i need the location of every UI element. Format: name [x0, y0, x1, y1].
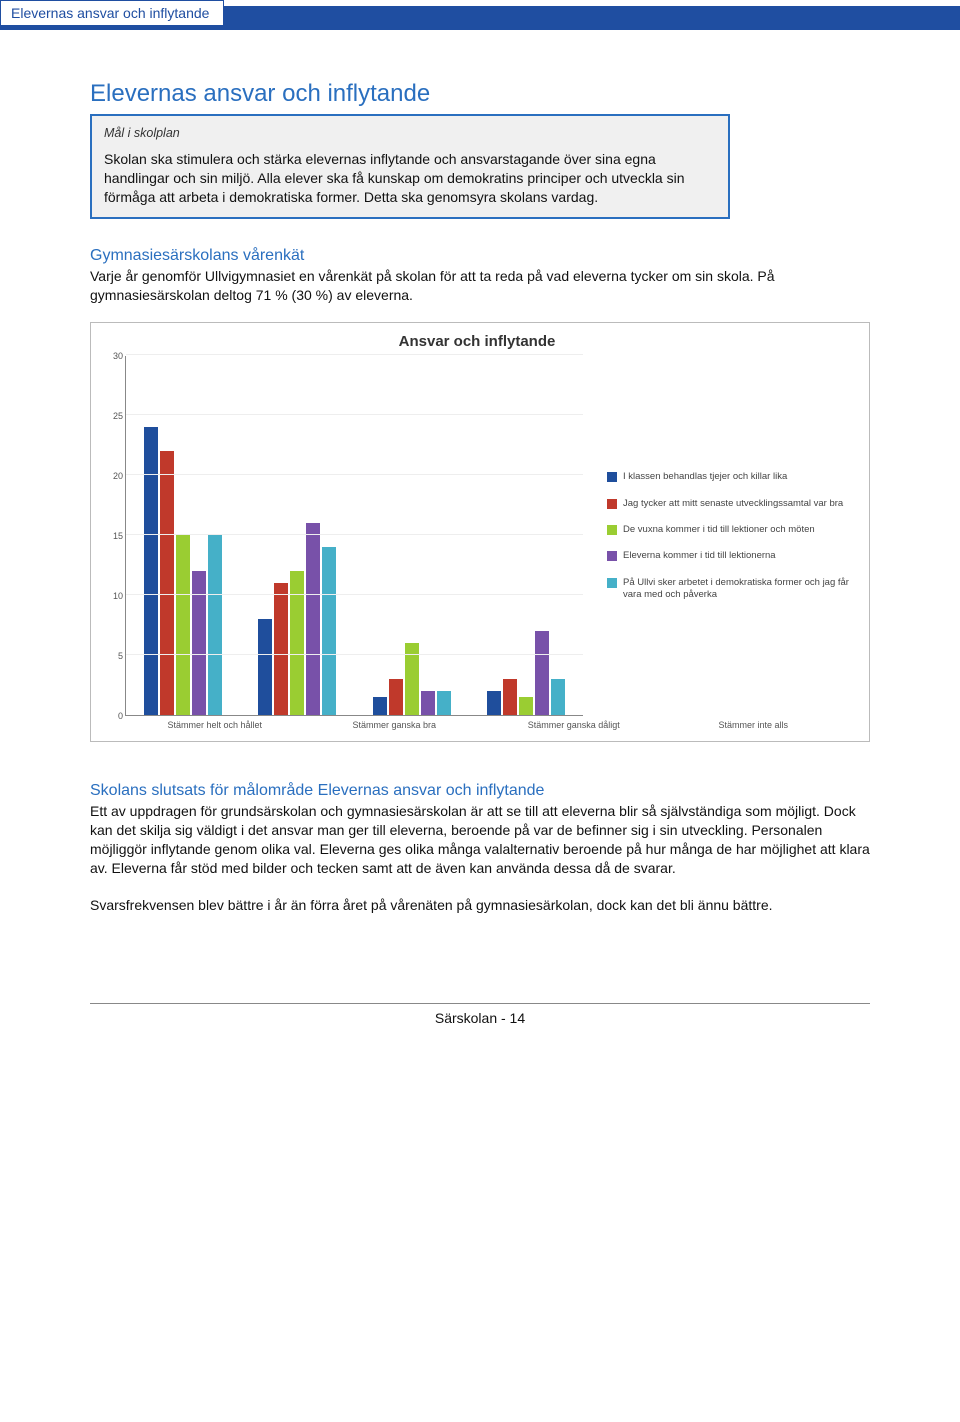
y-tick: 15	[113, 531, 123, 541]
legend-item: De vuxna kommer i tid till lektioner och…	[607, 524, 853, 536]
conclusion-heading: Skolans slutsats för målområde Elevernas…	[90, 782, 870, 800]
chart-x-labels: Stämmer helt och hålletStämmer ganska br…	[125, 716, 843, 730]
bar	[258, 619, 272, 715]
y-tick: 20	[113, 471, 123, 481]
bar	[487, 691, 501, 715]
page-footer: Särskolan - 14	[90, 1003, 870, 1046]
bar	[290, 571, 304, 715]
legend-swatch	[607, 525, 617, 535]
gridline	[126, 414, 583, 415]
chart-y-axis: 051015202530	[101, 356, 125, 716]
legend-label: Eleverna kommer i tid till lektionerna	[623, 550, 776, 562]
bar	[208, 535, 222, 715]
x-label: Stämmer ganska bra	[305, 716, 485, 730]
goal-box: Mål i skolplan Skolan ska stimulera och …	[90, 114, 730, 219]
chart-legend: I klassen behandlas tjejer och killar li…	[593, 356, 853, 716]
bar	[306, 523, 320, 715]
bar	[322, 547, 336, 715]
gridline	[126, 354, 583, 355]
legend-swatch	[607, 551, 617, 561]
x-label: Stämmer inte alls	[664, 716, 844, 730]
bar	[144, 427, 158, 715]
legend-swatch	[607, 499, 617, 509]
legend-item: På Ullvi sker arbetet i demokratiska for…	[607, 577, 853, 602]
bar-group	[240, 356, 354, 715]
bar	[503, 679, 517, 715]
legend-label: I klassen behandlas tjejer och killar li…	[623, 471, 787, 483]
conclusion-p1: Ett av uppdragen för grundsärskolan och …	[90, 802, 870, 878]
goal-box-label: Mål i skolplan	[104, 126, 716, 140]
chart-container: Ansvar och inflytande 0 5 10 15 20 25 30 I kla…	[90, 322, 870, 742]
x-label: Stämmer ganska dåligt	[484, 716, 664, 730]
gridline	[126, 594, 583, 595]
bar-group	[469, 356, 583, 715]
bar	[421, 691, 435, 715]
bar	[176, 535, 190, 715]
chart-title: Ansvar och inflytande	[101, 333, 853, 350]
legend-label: De vuxna kommer i tid till lektioner och…	[623, 524, 815, 536]
goal-box-text: Skolan ska stimulera och stärka eleverna…	[104, 150, 716, 207]
y-tick: 25	[113, 411, 123, 421]
legend-swatch	[607, 578, 617, 588]
legend-label: Jag tycker att mitt senaste utvecklingss…	[623, 498, 843, 510]
page-body: Elevernas ansvar och inflytande Mål i sk…	[0, 30, 960, 973]
y-tick: 30	[113, 351, 123, 361]
gridline	[126, 534, 583, 535]
bar	[535, 631, 549, 715]
bar	[192, 571, 206, 715]
legend-swatch	[607, 472, 617, 482]
gridline	[126, 654, 583, 655]
bar	[274, 583, 288, 715]
legend-label: På Ullvi sker arbetet i demokratiska for…	[623, 577, 853, 602]
conclusion-p2: Svarsfrekvensen blev bättre i år än förr…	[90, 896, 870, 915]
bar	[551, 679, 565, 715]
survey-text: Varje år genomför Ullvigymnasiet en våre…	[90, 267, 870, 305]
bar	[160, 451, 174, 715]
survey-heading: Gymnasiesärskolans vårenkät	[90, 247, 870, 265]
chart-plot	[125, 356, 583, 716]
y-tick: 5	[118, 651, 123, 661]
x-label: Stämmer helt och hållet	[125, 716, 305, 730]
y-tick: 10	[113, 591, 123, 601]
y-tick: 0	[118, 711, 123, 721]
bar	[373, 697, 387, 715]
header-tab: Elevernas ansvar och inflytande	[0, 0, 224, 25]
legend-item: I klassen behandlas tjejer och killar li…	[607, 471, 853, 483]
header-banner: Elevernas ansvar och inflytande	[0, 6, 960, 30]
bar-group	[126, 356, 240, 715]
legend-item: Eleverna kommer i tid till lektionerna	[607, 550, 853, 562]
bar-group	[355, 356, 469, 715]
section-title: Elevernas ansvar och inflytande	[90, 80, 870, 108]
bar	[519, 697, 533, 715]
bar	[389, 679, 403, 715]
legend-item: Jag tycker att mitt senaste utvecklingss…	[607, 498, 853, 510]
gridline	[126, 474, 583, 475]
bar	[437, 691, 451, 715]
